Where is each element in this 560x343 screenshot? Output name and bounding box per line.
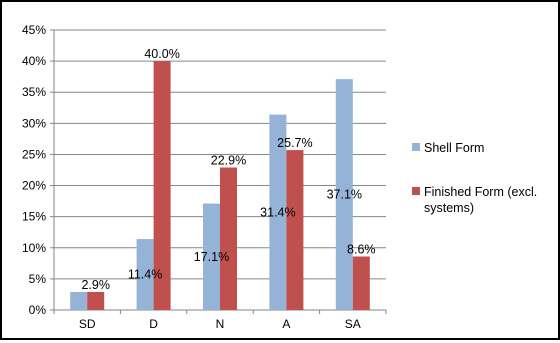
- bar-finished-form: [87, 291, 105, 310]
- x-tick-label: A: [282, 317, 290, 331]
- legend-label: Shell Form: [424, 141, 484, 155]
- bar-finished-form: [352, 256, 370, 310]
- x-tick-label: SA: [345, 317, 361, 331]
- data-label: 17.1%: [194, 250, 229, 264]
- y-tick-label: 35%: [22, 85, 46, 99]
- x-tick-label: N: [216, 317, 225, 331]
- data-label: 8.6%: [347, 242, 376, 256]
- data-label: 2.9%: [81, 278, 110, 292]
- legend-swatch-shell-form: [412, 143, 420, 151]
- y-tick-label: 30%: [22, 116, 46, 130]
- bar-finished-form: [153, 61, 171, 310]
- bar-shell-form: [203, 203, 220, 310]
- y-tick-label: 25%: [22, 147, 46, 161]
- bar-shell-form: [335, 79, 353, 311]
- data-label: 25.7%: [277, 136, 312, 150]
- y-tick-label: 40%: [22, 54, 46, 68]
- legend-label: systems): [424, 201, 474, 215]
- bar-finished-form: [286, 150, 304, 310]
- data-label: 40.0%: [144, 47, 179, 61]
- y-tick-label: 0%: [29, 303, 47, 317]
- x-tick-label: SD: [79, 317, 96, 331]
- bar-shell-form: [70, 291, 88, 310]
- bar-shell-form: [136, 239, 154, 310]
- data-label: 11.4%: [128, 268, 163, 282]
- x-tick-label: D: [149, 317, 158, 331]
- bar-shell-form: [269, 114, 287, 310]
- y-tick-label: 10%: [22, 241, 46, 255]
- y-tick-label: 45%: [22, 23, 46, 37]
- y-tick-label: 5%: [29, 272, 47, 286]
- data-label: 22.9%: [211, 154, 246, 168]
- bar-finished-form: [220, 167, 237, 310]
- legend-label: Finished Form (excl.: [424, 185, 537, 199]
- legend-swatch-finished-form: [412, 187, 420, 195]
- bar-chart: 0% 5% 10% 15% 20% 25% 30% 35% 40% 45% SD D N A SA 2.9% 1…: [22, 23, 537, 331]
- y-tick-label: 15%: [22, 210, 46, 224]
- data-label: 37.1%: [327, 188, 362, 202]
- y-tick-label: 20%: [22, 179, 46, 193]
- data-label: 31.4%: [260, 205, 295, 219]
